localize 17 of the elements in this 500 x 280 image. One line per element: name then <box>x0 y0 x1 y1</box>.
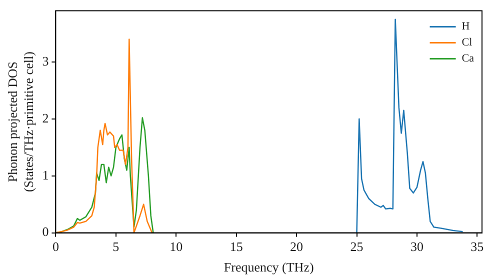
x-tick-label: 15 <box>230 239 243 254</box>
legend-label: Ca <box>462 52 474 65</box>
x-tick-label: 0 <box>52 239 59 254</box>
y-tick-label: 2 <box>42 110 49 126</box>
x-tick-label: 5 <box>112 239 120 254</box>
y-tick-label: 1 <box>42 167 49 182</box>
y-tick-label: 3 <box>42 53 49 68</box>
legend-label: H <box>462 20 470 33</box>
x-axis-title: Frequency (THz) <box>224 260 314 275</box>
x-tick-label: 30 <box>410 239 424 254</box>
x-tick-label: 25 <box>350 239 364 254</box>
x-tick-label: 20 <box>290 239 304 254</box>
legend-label: Cl <box>462 36 472 49</box>
x-tick-label: 10 <box>170 239 183 254</box>
x-tick-label: 35 <box>470 239 484 254</box>
y-axis-title: Phonon projected DOS (States/THz·primitive cell) <box>5 52 36 192</box>
y-tick-label: 0 <box>42 224 49 240</box>
